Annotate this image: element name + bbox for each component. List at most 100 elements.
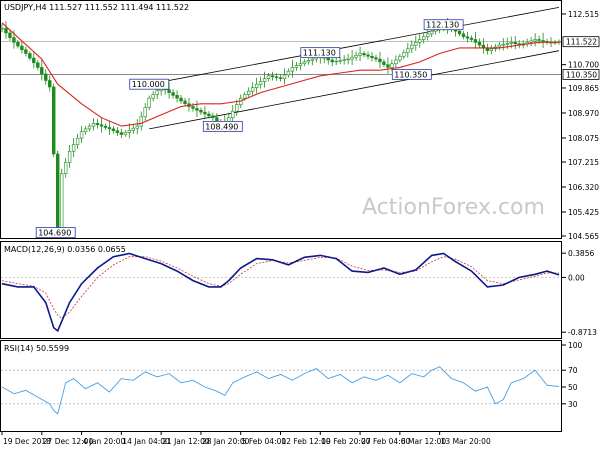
candle-body [461, 33, 466, 38]
price-axis-marker-box [562, 36, 600, 48]
candle-body [103, 125, 108, 128]
candle-body [175, 95, 179, 99]
price-axis-label: 107.215 [568, 158, 599, 167]
price-panel-frame [0, 0, 562, 239]
candle-body [155, 90, 159, 95]
candle-body [350, 56, 354, 60]
price-axis-label: 105.425 [568, 208, 599, 217]
price-annotation-label: 112.130 [426, 21, 459, 30]
macd-signal-line [1, 256, 559, 319]
price-panel-title: USDJPY,H4 111.527 111.552 111.494 111.52… [4, 3, 189, 12]
candle-body [330, 59, 334, 63]
candle-body [191, 106, 195, 109]
candle-body [402, 52, 406, 57]
price-annotation-label: 108.490 [205, 122, 238, 131]
candle-body [505, 42, 509, 45]
candle-body [398, 55, 402, 61]
candle-body [203, 111, 207, 115]
x-axis-label: 5 Feb 04:00 [242, 437, 287, 446]
candle-body [36, 62, 40, 68]
price-axis-label: 109.865 [568, 84, 599, 93]
candle-body [123, 132, 128, 135]
candle-body [246, 90, 251, 95]
x-axis-label: 13 Mar 20:00 [441, 437, 491, 446]
candle-body [151, 94, 155, 99]
candle-body [83, 128, 88, 132]
candle-body [529, 40, 533, 43]
channel-lower-line [149, 50, 560, 130]
x-axis-label: 12 Feb 12:00 [282, 437, 331, 446]
candle-body [541, 40, 545, 42]
candle-body [20, 45, 24, 51]
candle-body [115, 130, 120, 133]
candle-body [394, 59, 398, 65]
candle-body [195, 108, 199, 111]
candle-body [131, 127, 135, 131]
candle-body [354, 55, 358, 58]
candle-body [342, 59, 346, 61]
candle-body [16, 42, 20, 47]
candle-body [509, 42, 513, 44]
candle-body [378, 58, 382, 63]
candle-body [59, 173, 64, 233]
price-annotation-label: 110.350 [394, 70, 427, 79]
candle-body [346, 58, 350, 61]
price-axis-label: 104.565 [568, 232, 599, 241]
candle-body [28, 53, 32, 59]
x-axis-label: 19 Feb 20:00 [321, 437, 370, 446]
candle-body [386, 64, 390, 68]
candle-body [390, 63, 394, 68]
x-axis-label: 14 Jan 04:00 [122, 437, 170, 446]
candle-body [147, 97, 151, 108]
macd-axis-label: 0.00 [568, 273, 585, 282]
price-axis-label: 106.320 [568, 183, 599, 192]
candle-body [374, 57, 378, 60]
candle-body [410, 44, 414, 50]
candle-body [469, 37, 474, 40]
price-axis-label: 108.970 [568, 109, 599, 118]
candle-body [406, 48, 410, 53]
candle-body [497, 44, 502, 48]
candle-body [422, 36, 426, 40]
macd-panel-frame [0, 241, 562, 339]
macd-layer: 0.3856 0.00 -0.8713 [1, 249, 597, 337]
rsi-layer: 100 70 50 30 [1, 341, 583, 415]
macd-axis-label: -0.8713 [568, 328, 597, 337]
candle-body [199, 109, 203, 113]
candle-body [111, 128, 116, 132]
candle-body [211, 115, 215, 119]
x-axis-label: 27 Dec 12:00 [43, 437, 94, 446]
watermark: ActionForex.com [362, 195, 545, 220]
candle-body [370, 55, 374, 58]
x-axis-label: 4 Jan 20:00 [83, 437, 126, 446]
rsi-panel-frame [0, 340, 562, 432]
rsi-axis-label: 30 [568, 400, 578, 409]
candle-body [310, 58, 315, 61]
candle-body [71, 144, 76, 152]
candle-body [8, 32, 12, 38]
candle-body [429, 30, 434, 35]
macd-line [1, 252, 560, 333]
candle-body [457, 30, 462, 35]
candle-body [258, 81, 263, 85]
candle-body [32, 57, 36, 64]
rsi-axis-label: 100 [568, 341, 583, 350]
candle-body [282, 74, 287, 79]
candle-body [465, 36, 470, 39]
candle-body [231, 110, 235, 119]
candle-body [358, 53, 362, 56]
candle-body [119, 132, 124, 135]
candle-body [183, 100, 187, 105]
x-axis-label: 19 Dec 2018 [3, 437, 51, 446]
price-annotation-box [423, 19, 464, 31]
candle-body [266, 75, 271, 79]
candle-body [107, 127, 112, 130]
candle-body [362, 53, 366, 56]
macd-panel-title: MACD(12,26,9) 0.0356 0.0655 [4, 245, 126, 254]
candle-body [242, 94, 247, 99]
candle-body [334, 60, 338, 63]
candle-body [99, 124, 104, 127]
candle-body [143, 107, 147, 118]
